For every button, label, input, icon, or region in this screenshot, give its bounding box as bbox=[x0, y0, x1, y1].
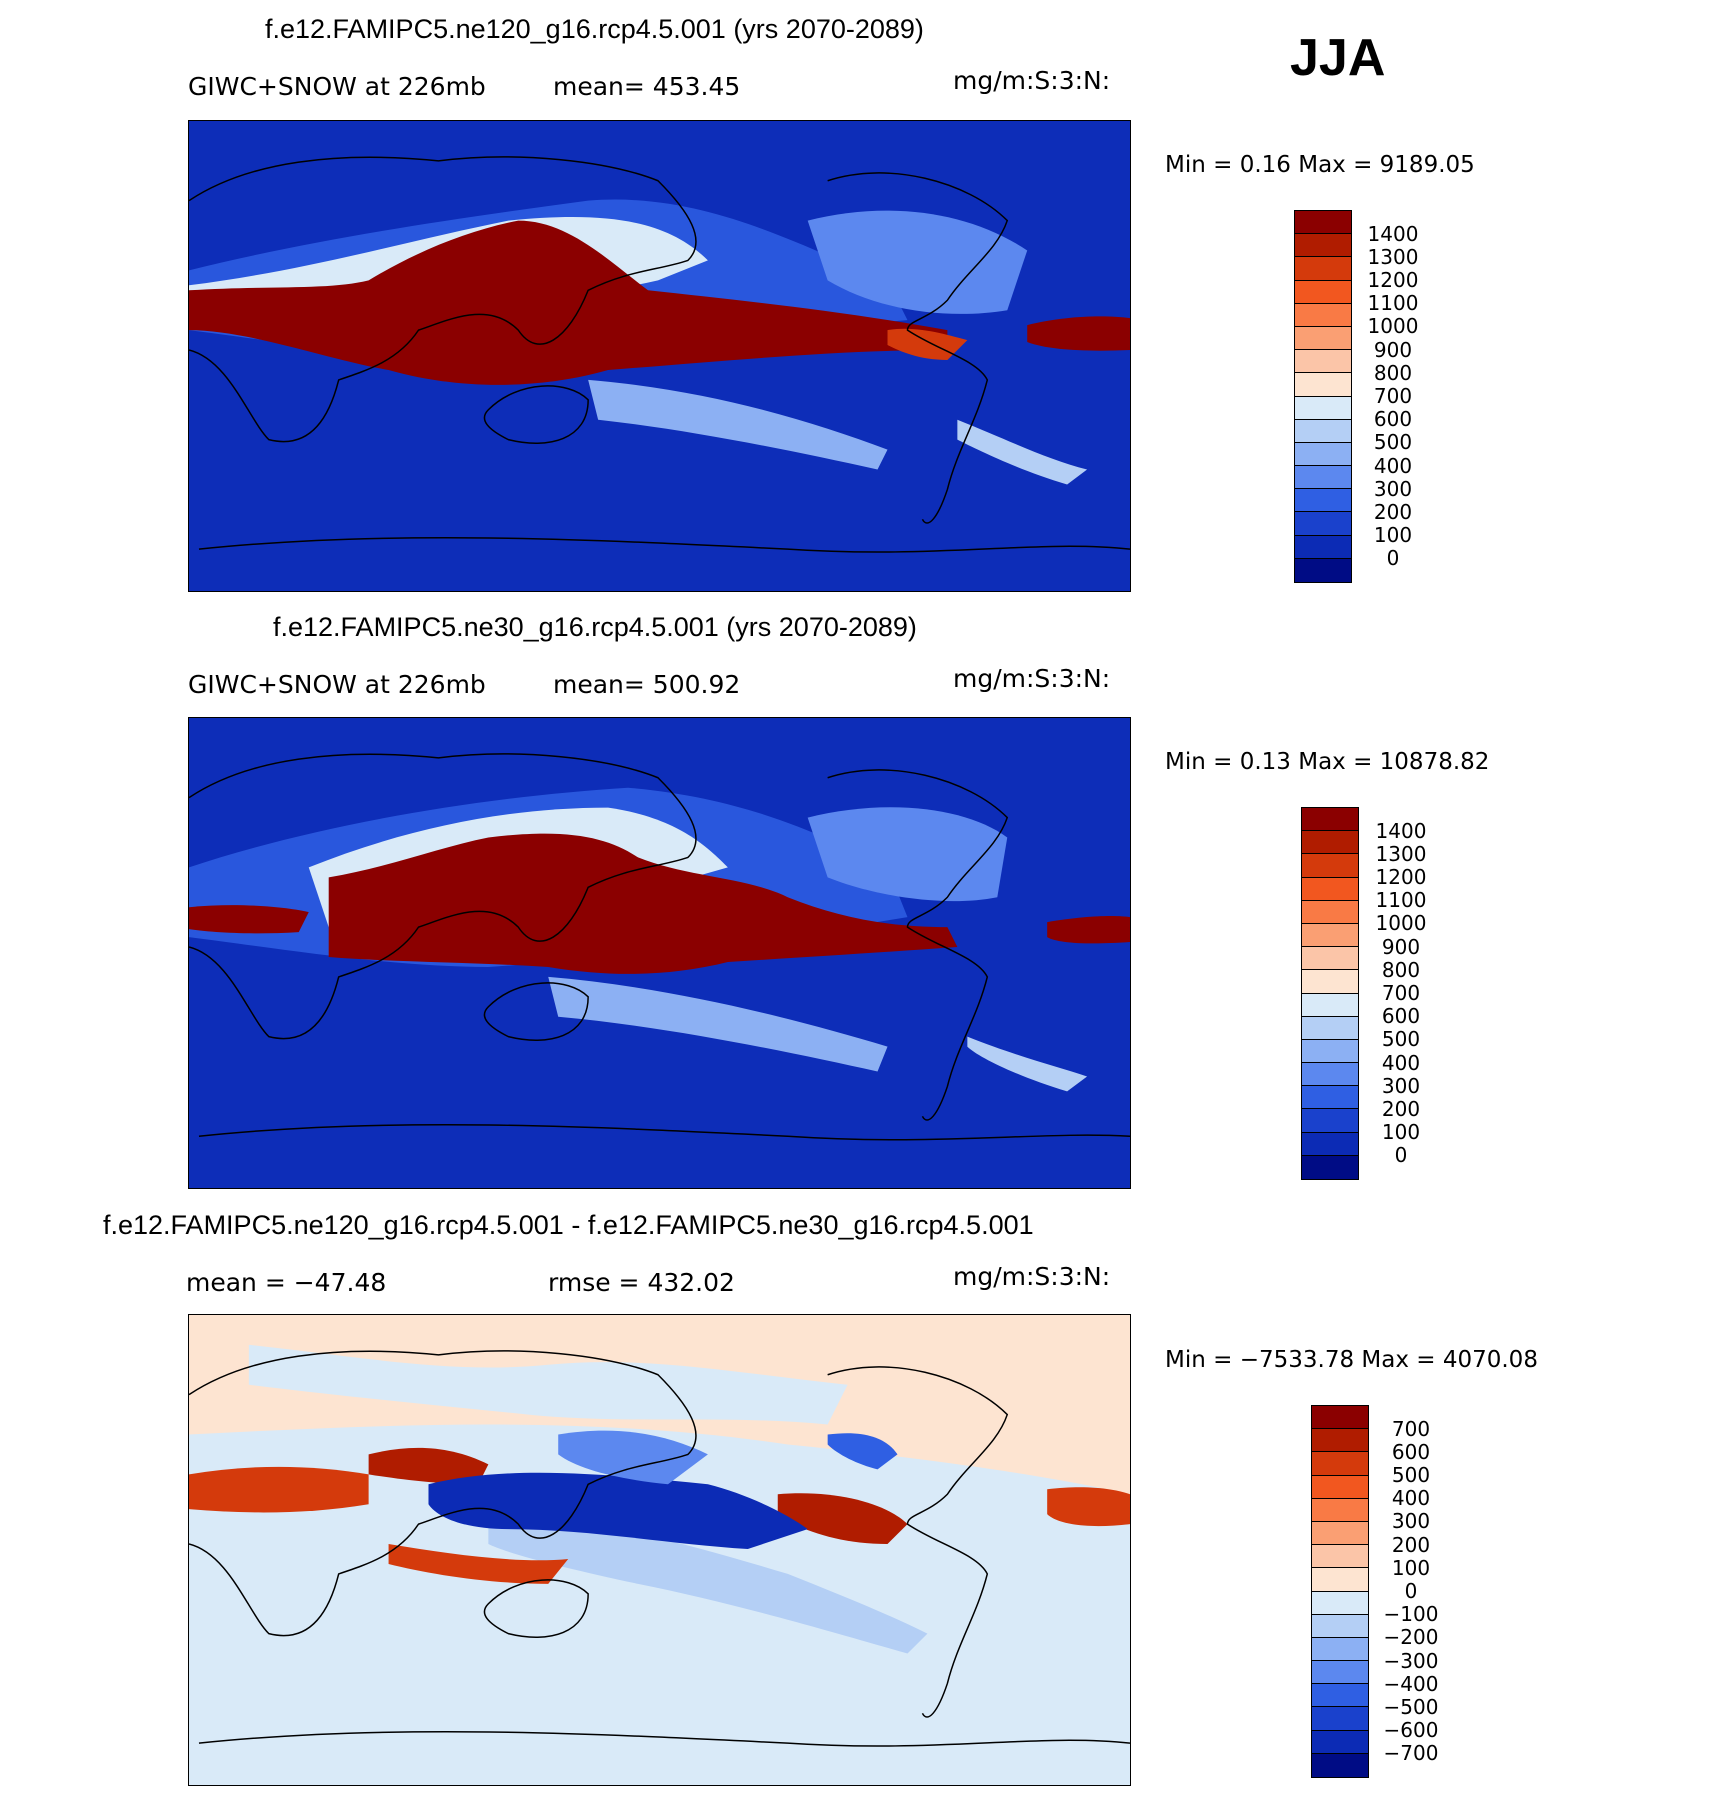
cbar-3-label: −100 bbox=[1383, 1602, 1439, 1626]
panel-1-units-label: mg/m:S:3:N: bbox=[953, 66, 1111, 95]
cbar-2-label: 700 bbox=[1381, 981, 1421, 1005]
cbar-3-label: −300 bbox=[1383, 1649, 1439, 1673]
panel-1-minmax: Min = 0.16 Max = 9189.05 bbox=[1165, 152, 1475, 178]
cbar-3-label: 300 bbox=[1391, 1509, 1431, 1533]
panel-1-map bbox=[188, 120, 1131, 592]
cbar-3-label: 0 bbox=[1404, 1579, 1418, 1603]
cbar-2-label: 1400 bbox=[1375, 819, 1427, 843]
cbar-2-label: 1300 bbox=[1375, 842, 1427, 866]
cbar-1-label: 1400 bbox=[1367, 222, 1419, 246]
panel-2-units-label: mg/m:S:3:N: bbox=[953, 664, 1111, 693]
cbar-3-label: 100 bbox=[1391, 1556, 1431, 1580]
cbar-2-label: 800 bbox=[1381, 958, 1421, 982]
cbar-2-label: 900 bbox=[1381, 935, 1421, 959]
cbar-1-label: 1100 bbox=[1367, 291, 1419, 315]
panel-3-title: f.e12.FAMIPC5.ne120_g16.rcp4.5.001 - f.e… bbox=[103, 1210, 1034, 1240]
cbar-2-label: 1200 bbox=[1375, 865, 1427, 889]
panel-3-mean-label: mean = −47.48 bbox=[186, 1268, 387, 1297]
cbar-1-label: 1300 bbox=[1367, 245, 1419, 269]
cbar-3-label: −600 bbox=[1383, 1718, 1439, 1742]
cbar-3-label: 200 bbox=[1391, 1533, 1431, 1557]
panel-2-variable-label: GIWC+SNOW at 226mb bbox=[188, 670, 486, 699]
panel-2-minmax: Min = 0.13 Max = 10878.82 bbox=[1165, 749, 1490, 775]
panel-1-mean-label: mean= 453.45 bbox=[553, 72, 741, 101]
cbar-2-label: 0 bbox=[1394, 1143, 1408, 1167]
cbar-1-label: 1200 bbox=[1367, 268, 1419, 292]
panel-1-variable-label: GIWC+SNOW at 226mb bbox=[188, 72, 486, 101]
cbar-2-label: 100 bbox=[1381, 1120, 1421, 1144]
panel-1-colorbar bbox=[1294, 210, 1352, 583]
panel-2-map bbox=[188, 717, 1131, 1189]
panel-1-title: f.e12.FAMIPC5.ne120_g16.rcp4.5.001 (yrs … bbox=[265, 14, 924, 44]
panel-3-map bbox=[188, 1314, 1131, 1786]
cbar-3-label: −400 bbox=[1383, 1672, 1439, 1696]
cbar-3-label: 600 bbox=[1391, 1440, 1431, 1464]
cbar-2-label: 1100 bbox=[1375, 888, 1427, 912]
cbar-1-label: 100 bbox=[1373, 523, 1413, 547]
cbar-2-label: 300 bbox=[1381, 1074, 1421, 1098]
panel-3-colorbar bbox=[1311, 1405, 1369, 1778]
cbar-1-label: 0 bbox=[1386, 546, 1400, 570]
cbar-1-label: 700 bbox=[1373, 384, 1413, 408]
cbar-3-label: 400 bbox=[1391, 1486, 1431, 1510]
cbar-3-label: −700 bbox=[1383, 1741, 1439, 1765]
cbar-2-label: 200 bbox=[1381, 1097, 1421, 1121]
panel-3-units-label: mg/m:S:3:N: bbox=[953, 1262, 1111, 1291]
cbar-1-label: 200 bbox=[1373, 500, 1413, 524]
cbar-3-label: −500 bbox=[1383, 1695, 1439, 1719]
cbar-1-label: 500 bbox=[1373, 430, 1413, 454]
cbar-1-label: 300 bbox=[1373, 477, 1413, 501]
cbar-3-label: 700 bbox=[1391, 1417, 1431, 1441]
season-label: JJA bbox=[1290, 29, 1386, 87]
cbar-1-label: 900 bbox=[1373, 338, 1413, 362]
cbar-2-label: 1000 bbox=[1375, 911, 1427, 935]
cbar-2-label: 400 bbox=[1381, 1051, 1421, 1075]
cbar-1-label: 400 bbox=[1373, 454, 1413, 478]
cbar-1-label: 1000 bbox=[1367, 314, 1419, 338]
panel-2-colorbar bbox=[1301, 807, 1359, 1180]
cbar-2-label: 500 bbox=[1381, 1027, 1421, 1051]
panel-3-minmax: Min = −7533.78 Max = 4070.08 bbox=[1165, 1347, 1538, 1373]
cbar-2-label: 600 bbox=[1381, 1004, 1421, 1028]
panel-3-rmse-label: rmse = 432.02 bbox=[548, 1268, 735, 1297]
cbar-3-label: 500 bbox=[1391, 1463, 1431, 1487]
panel-2-mean-label: mean= 500.92 bbox=[553, 670, 741, 699]
cbar-3-label: −200 bbox=[1383, 1625, 1439, 1649]
cbar-1-label: 600 bbox=[1373, 407, 1413, 431]
panel-2-title: f.e12.FAMIPC5.ne30_g16.rcp4.5.001 (yrs 2… bbox=[273, 612, 917, 642]
cbar-1-label: 800 bbox=[1373, 361, 1413, 385]
